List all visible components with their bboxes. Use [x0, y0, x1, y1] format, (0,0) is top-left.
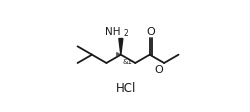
- Text: 2: 2: [124, 28, 128, 37]
- Text: &1: &1: [123, 58, 133, 64]
- Polygon shape: [119, 39, 123, 55]
- Text: O: O: [146, 27, 155, 37]
- Text: HCl: HCl: [116, 82, 136, 95]
- Text: O: O: [154, 64, 163, 74]
- Text: NH: NH: [105, 27, 121, 37]
